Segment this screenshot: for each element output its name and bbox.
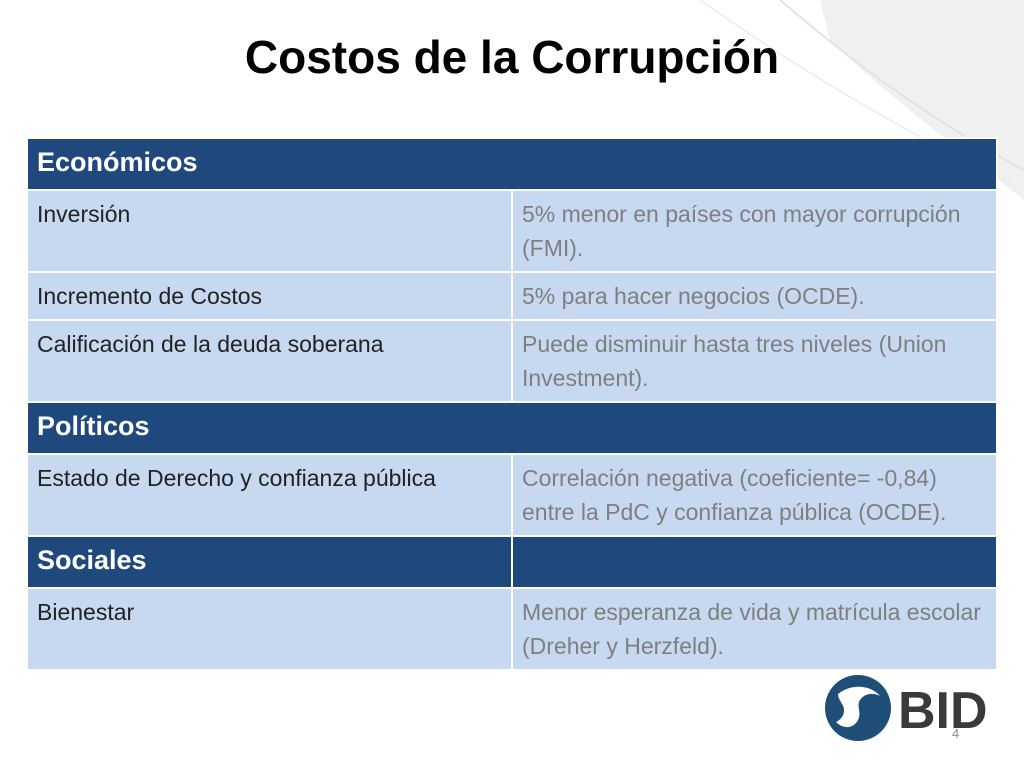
section-header-economicos: Económicos <box>26 137 998 191</box>
logo-text: BID <box>898 682 988 740</box>
table-row: Inversión 5% menor en países con mayor c… <box>26 189 998 273</box>
row-value: Menor esperanza de vida y matrícula esco… <box>511 587 998 671</box>
table-row: Calificación de la deuda soberana Puede … <box>26 319 998 403</box>
row-value: Correlación negativa (coeficiente= -0,84… <box>511 453 998 537</box>
row-value: 5% menor en países con mayor corrupción … <box>511 189 998 273</box>
row-label: Bienestar <box>26 587 513 671</box>
section-header-label: Económicos <box>26 137 998 191</box>
row-label: Calificación de la deuda soberana <box>26 319 513 403</box>
table-row: Bienestar Menor esperanza de vida y matr… <box>26 587 998 671</box>
page-title: Costos de la Corrupción <box>244 31 780 83</box>
row-label: Incremento de Costos <box>26 271 513 321</box>
row-label: Inversión <box>26 189 513 273</box>
row-value: Puede disminuir hasta tres niveles (Unio… <box>511 319 998 403</box>
section-header-sociales: Sociales <box>26 535 998 589</box>
row-label: Estado de Derecho y confianza pública <box>26 453 513 537</box>
page-number: 4 <box>952 726 960 741</box>
section-header-label: Sociales <box>26 535 513 589</box>
section-header-politicos: Políticos <box>26 401 998 455</box>
table-row: Incremento de Costos 5% para hacer negoc… <box>26 271 998 321</box>
bid-logo: BID <box>825 675 988 741</box>
costs-table: Económicos Inversión 5% menor en países … <box>26 137 998 671</box>
table-row: Estado de Derecho y confianza pública Co… <box>26 453 998 537</box>
row-value: 5% para hacer negocios (OCDE). <box>511 271 998 321</box>
section-header-label: Políticos <box>26 401 998 455</box>
section-header-empty-cell <box>511 535 998 589</box>
